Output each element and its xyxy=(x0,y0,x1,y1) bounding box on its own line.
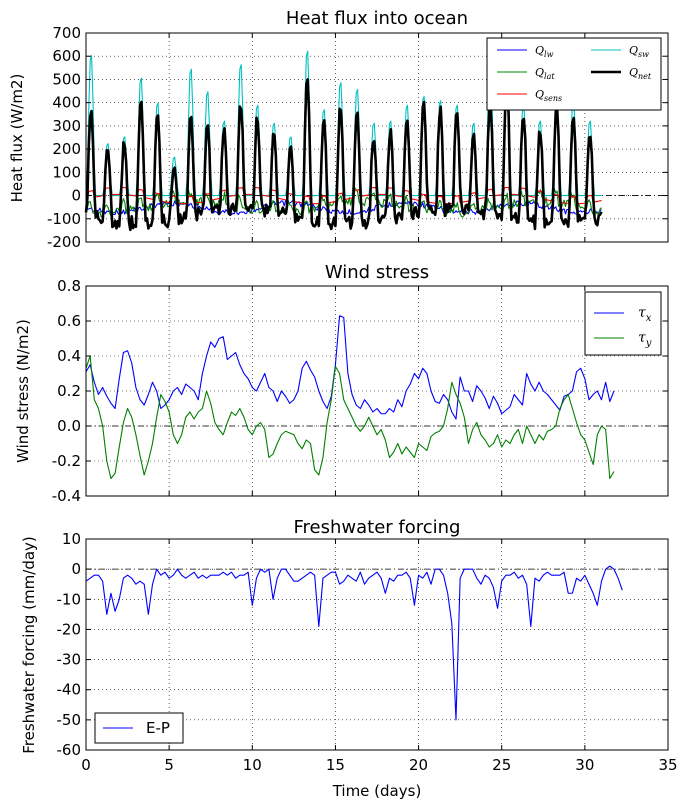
fresh-ytick-label: -50 xyxy=(57,711,82,729)
heat-legend-label: Qnet xyxy=(629,66,652,81)
heat-legend-label: Qsens xyxy=(535,88,562,103)
heat-ylabel: Heat flux (W/m2) xyxy=(8,74,26,203)
fresh-xlabel: Time (days) xyxy=(332,782,422,800)
fresh-title: Freshwater forcing xyxy=(293,517,460,538)
wind-ylabel: Wind stress (N/m2) xyxy=(14,319,32,463)
fresh-ytick-label: 0 xyxy=(71,560,81,578)
wind-legend-box xyxy=(584,291,662,356)
heat-title: Heat flux into ocean xyxy=(286,8,468,29)
fresh-ytick-label: -60 xyxy=(57,741,82,759)
heat-ytick-label: -200 xyxy=(47,233,81,251)
heat-ytick-label: 0 xyxy=(71,187,81,205)
fresh-line-0 xyxy=(85,565,623,721)
fresh-xtick-label: 20 xyxy=(409,756,428,774)
heat-panel: Heat flux into ocean -200 -100 0 100 200 300 4… xyxy=(8,8,669,251)
wind-title: Wind stress xyxy=(325,262,429,283)
fresh-ytick-label: 10 xyxy=(62,530,81,548)
heat-series xyxy=(84,50,603,232)
wind-legend: τx τy xyxy=(584,291,662,356)
heat-axes-frame xyxy=(85,32,669,243)
heat-legend-label: Qlw xyxy=(535,44,554,59)
heat-ytick-label: 600 xyxy=(52,47,81,65)
wind-panel: Wind stress -0.4 -0.2 0.0 0.2 0.4 0.6 0.8 Wind… xyxy=(14,262,669,505)
fresh-ytick-label: -10 xyxy=(57,590,82,608)
fresh-ytick-label: -20 xyxy=(57,620,82,638)
fresh-panel: Freshwater forcing 0 5 10 15 20 25 30 35 -60 -50 -… xyxy=(20,517,678,800)
wind-ytick-label: 0.6 xyxy=(57,312,81,330)
fresh-ytick-label: -30 xyxy=(57,651,82,669)
heat-ytick-label: -100 xyxy=(47,210,81,228)
heat-ytick-label: 200 xyxy=(52,140,81,158)
wind-legend-label: τy xyxy=(638,330,652,349)
fresh-xtick-label: 25 xyxy=(492,756,511,774)
wind-ytick-label: 0.0 xyxy=(57,417,81,435)
heat-ytick-label: 300 xyxy=(52,117,81,135)
heat-legend: Qlw Qlat Qsens Qsw Qnet xyxy=(486,37,662,111)
wind-line-0 xyxy=(85,315,615,420)
fresh-ylabel: Freshwater forcing (mm/day) xyxy=(20,536,38,754)
fresh-ytick-label: -40 xyxy=(57,681,82,699)
heat-ytick-label: 400 xyxy=(52,94,81,112)
fresh-xtick-label: 35 xyxy=(658,756,677,774)
fresh-xtick-label: 10 xyxy=(243,756,262,774)
heat-ytick-label: 100 xyxy=(52,163,81,181)
wind-ytick-label: -0.4 xyxy=(52,487,81,505)
wind-ytick-label: -0.2 xyxy=(52,452,81,470)
heat-line-net xyxy=(84,78,603,232)
wind-ytick-label: 0.4 xyxy=(57,347,81,365)
fresh-ticks: 0 5 10 15 20 25 30 35 -60 -50 -40 -30 -20 -10 0 10 xyxy=(57,530,678,774)
fresh-axes-frame xyxy=(85,538,669,751)
wind-legend-label: τx xyxy=(638,305,652,324)
heat-legend-label: Qsw xyxy=(629,44,649,59)
wind-series xyxy=(85,315,615,480)
heat-legend-label: Qlat xyxy=(535,66,555,81)
wind-ytick-label: 0.8 xyxy=(57,277,81,295)
fresh-legend: E-P xyxy=(94,712,184,744)
fresh-series xyxy=(85,565,623,721)
wind-ytick-label: 0.2 xyxy=(57,382,81,400)
fresh-xtick-label: 5 xyxy=(164,756,174,774)
heat-ytick-label: 700 xyxy=(52,24,81,42)
fresh-xtick-label: 15 xyxy=(326,756,345,774)
heat-ytick-label: 500 xyxy=(52,70,81,88)
wind-line-1 xyxy=(85,355,615,480)
fresh-xtick-label: 30 xyxy=(575,756,594,774)
wind-ticks: -0.4 -0.2 0.0 0.2 0.4 0.6 0.8 xyxy=(52,277,669,505)
fresh-xtick-label: 0 xyxy=(81,756,91,774)
fresh-legend-label: E-P xyxy=(146,719,170,737)
heat-ticks: -200 -100 0 100 200 300 400 500 600 700 xyxy=(47,24,669,251)
